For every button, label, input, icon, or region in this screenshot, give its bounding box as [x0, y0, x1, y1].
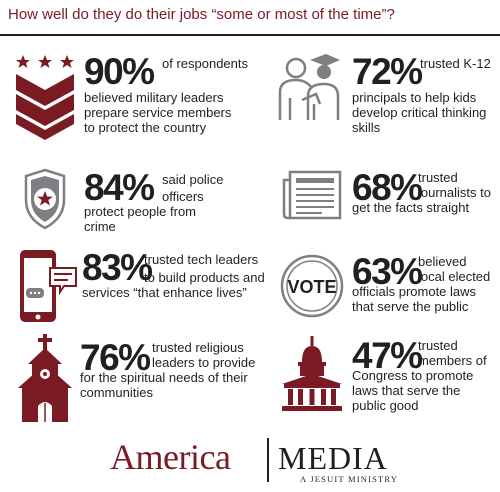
stat-value: 76%: [80, 337, 151, 378]
capitol-building-icon: [282, 336, 342, 411]
stat-value: 47%: [352, 335, 423, 376]
stat-text-body: journalists to get the facts straight: [352, 185, 491, 215]
stat-tech-leaders: 83% trusted tech leaders to build produc…: [16, 248, 270, 328]
logo-tagline: A JESUIT MINISTRY: [300, 474, 399, 484]
stat-value: 63%: [352, 251, 423, 292]
stat-text-body: officers protect people from crime: [84, 189, 204, 234]
stat-value: 83%: [82, 247, 153, 288]
stat-principals: 72% trusted K-12 principals to help kids…: [276, 52, 496, 142]
stat-religious-leaders: 76% trusted religious leaders to provide…: [18, 334, 274, 424]
stat-text-body: members of Congress to promote laws that…: [352, 353, 487, 413]
stat-text-body: believed military leaders prepare servic…: [84, 90, 232, 135]
logo-divider: [267, 438, 269, 482]
church-icon: [18, 334, 72, 422]
stat-text-body: leaders to provide for the spiritual nee…: [80, 355, 256, 400]
vote-label: VOTE: [287, 277, 336, 297]
stat-value: 68%: [352, 167, 423, 208]
logo-media: MEDIA: [278, 440, 388, 476]
police-badge-icon: [24, 168, 66, 230]
stat-congress: 47% trusted members of Congress to promo…: [280, 336, 496, 426]
title-divider: [0, 34, 500, 36]
america-media-logo: America MEDIA A JESUIT MINISTRY: [0, 430, 500, 492]
vote-button-icon: VOTE: [280, 254, 344, 318]
stat-value: 84%: [84, 167, 155, 208]
stat-text-lead: trusted religious: [152, 340, 244, 355]
newspaper-icon: [282, 170, 342, 220]
stat-text-lead: trusted K-12: [420, 56, 491, 71]
stat-journalists: 68% trusted journalists to get the facts…: [282, 167, 496, 240]
logo-america: America: [110, 437, 231, 477]
stat-text-lead: trusted tech leaders: [144, 252, 259, 267]
stat-text-body: principals to help kids develop critical…: [352, 90, 487, 135]
stat-military: 90% of respondents believed military lea…: [14, 52, 254, 142]
stat-text-lead: believed: [418, 254, 467, 269]
teacher-graduate-icon: [278, 54, 340, 120]
stat-police: 84% said police officers protect people …: [22, 168, 262, 238]
stat-text-lead: trusted: [418, 338, 458, 353]
stat-text-body: local elected officials promote laws tha…: [352, 269, 491, 314]
stat-local-officials: VOTE 63% believed local elected official…: [280, 251, 496, 334]
stat-text-lead: said police: [162, 172, 224, 187]
military-chevron-icon: [16, 55, 74, 140]
stat-value: 90%: [84, 51, 155, 92]
smartphone-chat-icon: [20, 250, 77, 322]
stat-text-lead: trusted: [418, 170, 458, 185]
stat-text-body: to build products and services “that enh…: [82, 270, 265, 300]
stat-text-lead: of respondents: [162, 56, 249, 71]
page-title: How well do they do their jobs “some or …: [8, 6, 395, 23]
stat-value: 72%: [352, 51, 423, 92]
